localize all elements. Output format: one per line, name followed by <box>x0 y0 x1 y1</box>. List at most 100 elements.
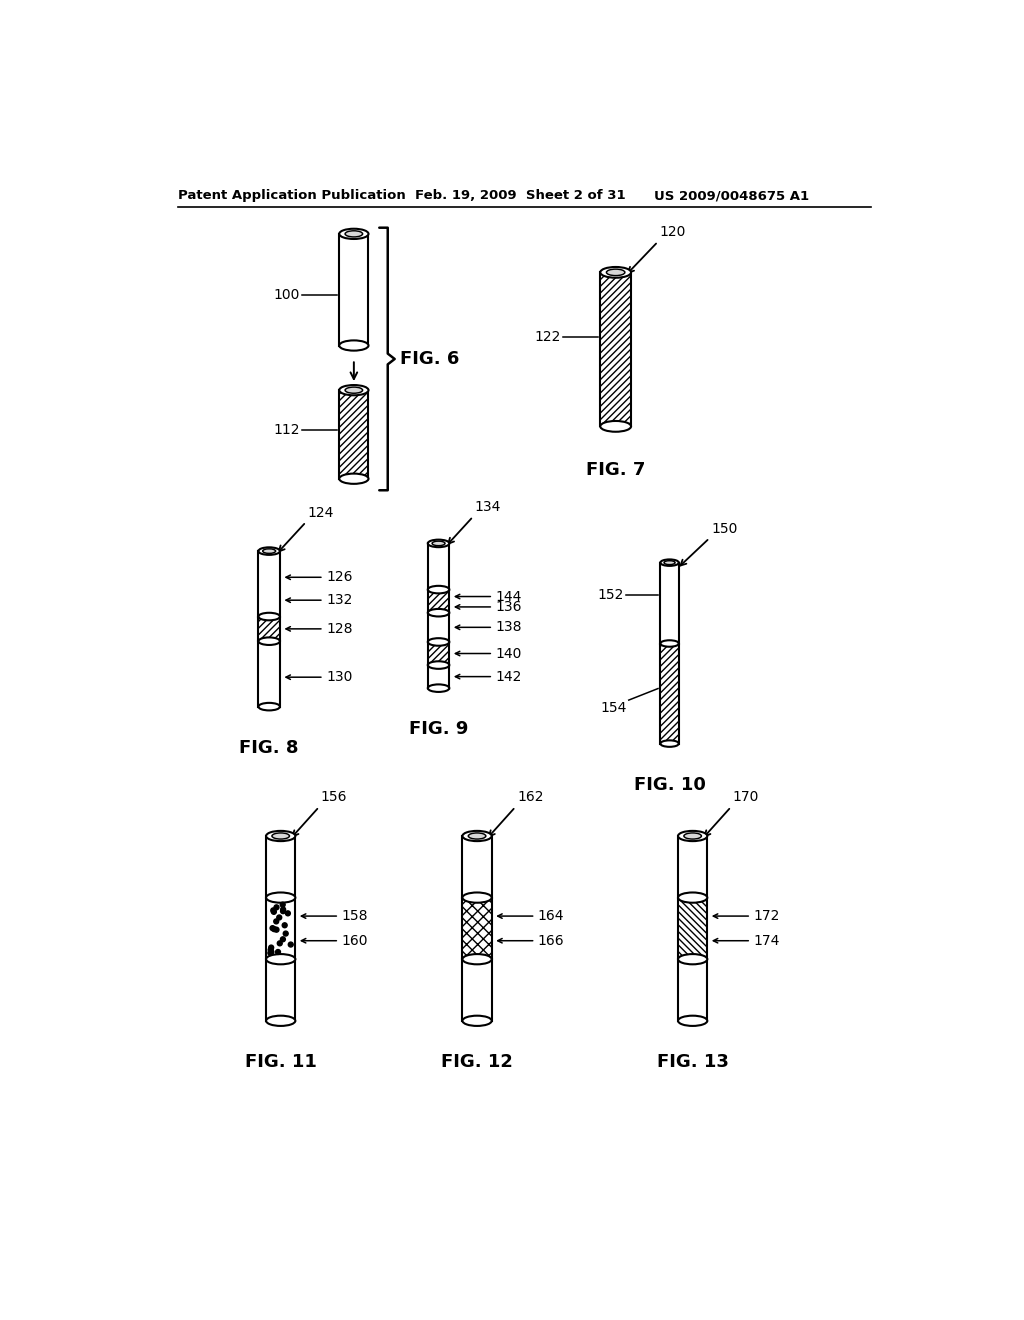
Circle shape <box>286 911 291 916</box>
Text: 134: 134 <box>475 500 501 515</box>
Ellipse shape <box>428 609 450 616</box>
Bar <box>463 960 492 1020</box>
Ellipse shape <box>266 830 295 841</box>
Ellipse shape <box>345 231 362 236</box>
Text: FIG. 9: FIG. 9 <box>409 721 468 738</box>
Ellipse shape <box>266 954 295 965</box>
Circle shape <box>270 925 275 931</box>
Ellipse shape <box>266 1015 295 1026</box>
Text: 132: 132 <box>326 593 352 607</box>
Ellipse shape <box>258 612 280 620</box>
Ellipse shape <box>428 638 450 645</box>
Ellipse shape <box>428 684 450 692</box>
Ellipse shape <box>258 702 280 710</box>
Bar <box>428 590 450 612</box>
Bar <box>678 960 708 1020</box>
Circle shape <box>268 945 273 950</box>
Ellipse shape <box>263 549 275 553</box>
Ellipse shape <box>428 586 450 594</box>
Circle shape <box>270 908 275 913</box>
Circle shape <box>271 927 276 932</box>
Ellipse shape <box>678 954 708 965</box>
Circle shape <box>281 937 286 941</box>
Bar <box>339 234 369 346</box>
Bar <box>660 644 679 743</box>
Text: 138: 138 <box>496 620 522 635</box>
Ellipse shape <box>345 387 362 393</box>
Text: 174: 174 <box>754 933 780 948</box>
Bar <box>266 898 295 960</box>
Text: 128: 128 <box>326 622 352 636</box>
Circle shape <box>281 902 285 907</box>
Circle shape <box>283 923 287 928</box>
Text: 122: 122 <box>535 330 561 345</box>
Circle shape <box>268 950 272 956</box>
Bar <box>428 642 450 665</box>
Ellipse shape <box>339 341 369 351</box>
Ellipse shape <box>339 228 369 239</box>
Circle shape <box>275 949 281 954</box>
Circle shape <box>269 949 273 954</box>
Circle shape <box>278 941 283 946</box>
Bar <box>463 836 492 898</box>
Bar <box>266 836 295 898</box>
Ellipse shape <box>660 560 679 566</box>
Ellipse shape <box>258 638 280 645</box>
Text: 144: 144 <box>496 590 522 603</box>
Text: 124: 124 <box>307 506 334 520</box>
Bar <box>600 272 631 426</box>
Text: Feb. 19, 2009  Sheet 2 of 31: Feb. 19, 2009 Sheet 2 of 31 <box>416 189 626 202</box>
Text: FIG. 6: FIG. 6 <box>400 350 460 368</box>
Text: FIG. 12: FIG. 12 <box>441 1053 513 1071</box>
Text: 172: 172 <box>754 909 780 923</box>
Ellipse shape <box>660 640 679 647</box>
Text: 136: 136 <box>496 599 522 614</box>
Bar <box>258 552 280 616</box>
Text: 126: 126 <box>326 570 352 585</box>
Ellipse shape <box>468 833 485 840</box>
Ellipse shape <box>606 269 625 276</box>
Text: 142: 142 <box>496 669 522 684</box>
Text: 140: 140 <box>496 647 522 660</box>
Text: 154: 154 <box>600 701 627 715</box>
Circle shape <box>276 915 282 920</box>
Text: FIG. 11: FIG. 11 <box>245 1053 316 1071</box>
Bar <box>463 898 492 960</box>
Bar <box>258 642 280 706</box>
Ellipse shape <box>432 541 445 545</box>
Text: FIG. 10: FIG. 10 <box>634 776 706 793</box>
Ellipse shape <box>463 954 492 965</box>
Ellipse shape <box>266 892 295 903</box>
Bar <box>660 562 679 644</box>
Text: 156: 156 <box>321 791 347 804</box>
Text: FIG. 7: FIG. 7 <box>586 461 645 479</box>
Ellipse shape <box>463 1015 492 1026</box>
Circle shape <box>281 907 286 912</box>
Text: 152: 152 <box>597 587 624 602</box>
Bar <box>266 960 295 1020</box>
Bar <box>678 836 708 898</box>
Text: 162: 162 <box>517 791 544 804</box>
Bar <box>258 616 280 642</box>
Ellipse shape <box>684 833 701 840</box>
Ellipse shape <box>339 474 369 484</box>
Text: US 2009/0048675 A1: US 2009/0048675 A1 <box>654 189 809 202</box>
Circle shape <box>281 908 286 913</box>
Circle shape <box>271 909 276 915</box>
Circle shape <box>268 948 273 952</box>
Circle shape <box>289 942 293 946</box>
Ellipse shape <box>600 267 631 277</box>
Ellipse shape <box>660 741 679 747</box>
Text: 160: 160 <box>342 933 368 948</box>
Bar <box>678 898 708 960</box>
Circle shape <box>274 927 279 932</box>
Circle shape <box>284 931 288 936</box>
Bar <box>339 391 369 479</box>
Text: Patent Application Publication: Patent Application Publication <box>178 189 407 202</box>
Circle shape <box>273 919 279 924</box>
Ellipse shape <box>463 830 492 841</box>
Bar <box>428 612 450 642</box>
Bar <box>428 665 450 688</box>
Text: 158: 158 <box>342 909 368 923</box>
Ellipse shape <box>428 661 450 669</box>
